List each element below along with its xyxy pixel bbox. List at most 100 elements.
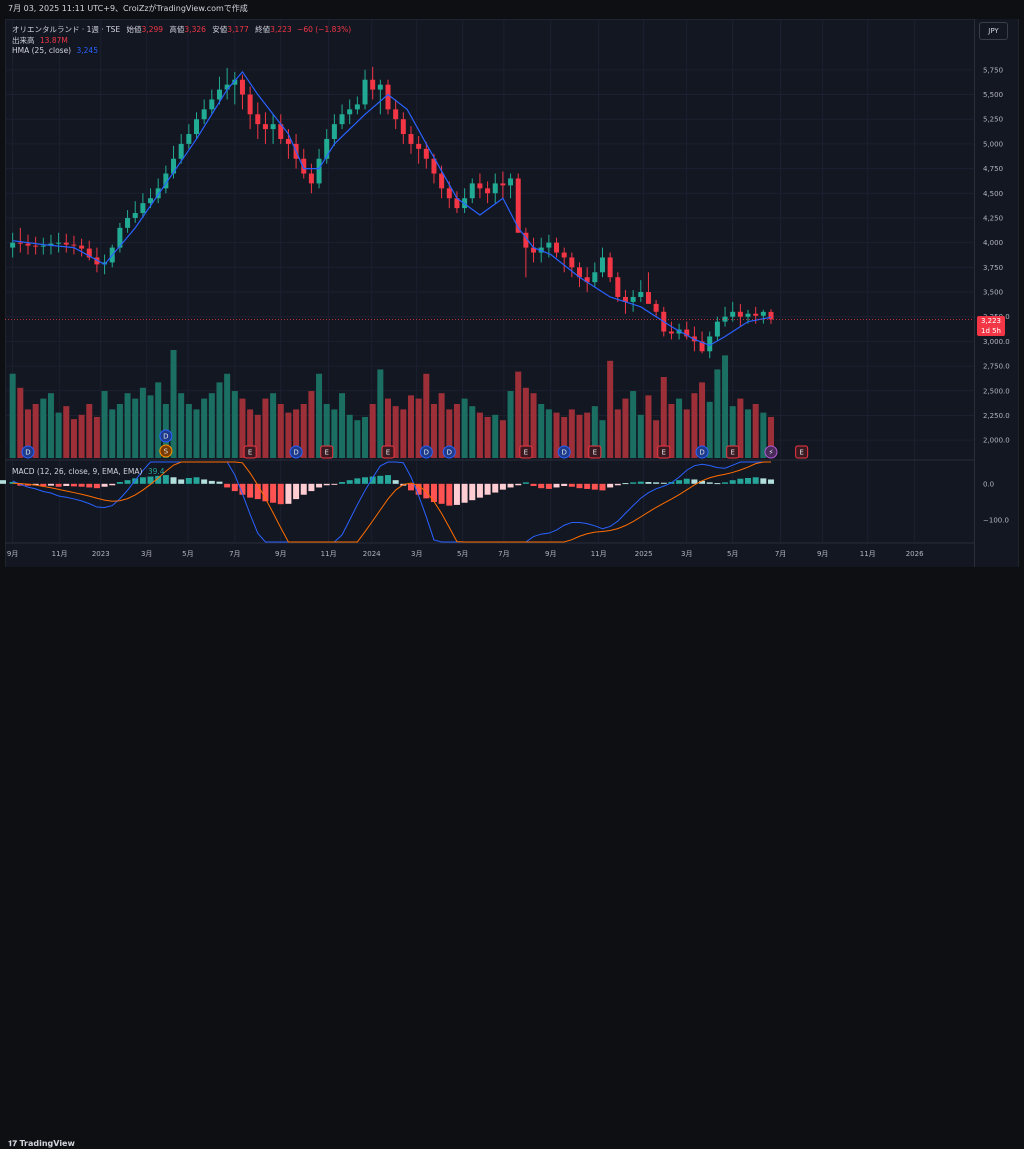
candle-body [630, 296, 636, 302]
price-tick-label: 2,000.0 [983, 437, 1010, 445]
low-label: 安値 [212, 25, 228, 34]
volume-bar [40, 398, 47, 458]
time-tick-label: 5月 [727, 550, 738, 558]
macd-histogram-bar [93, 483, 100, 489]
tradingview-logo[interactable]: 𝟏𝟕 TradingView [8, 1139, 75, 1149]
event-marker [289, 445, 303, 459]
volume-bar [691, 393, 698, 458]
legend-volume-row[interactable]: 出来高 13.87M [12, 35, 68, 46]
event-marker [442, 445, 456, 459]
time-tick-label: 2025 [635, 550, 653, 558]
macd-histogram-bar [553, 483, 560, 488]
signal-line [12, 461, 772, 543]
high-value: 3,326 [184, 25, 206, 34]
macd-histogram-bar [752, 477, 759, 484]
candle-body [102, 262, 108, 265]
candle-body [615, 277, 621, 297]
event-marker-label: D [699, 449, 704, 457]
event-marker-label: S [164, 448, 169, 456]
macd-histogram-bar [645, 482, 652, 484]
volume-bar [17, 387, 24, 458]
open-label: 始値 [126, 25, 142, 34]
candle-body [148, 198, 154, 204]
event-marker-label: D [163, 433, 168, 441]
candle-body [753, 313, 759, 316]
macd-label: MACD (12, 26, close, 9, EMA, EMA) [12, 467, 143, 476]
chart-svg[interactable]: DDS E D E E D D E D E E D E ⚡ E 2,000.02,250.02,500.02… [0, 0, 1024, 587]
event-marker [557, 445, 571, 459]
candle-body [201, 109, 207, 120]
time-tick-label: 2024 [363, 550, 381, 558]
event-marker-label: D [561, 449, 566, 457]
macd-histogram-bar [40, 483, 47, 486]
macd-histogram-bar [584, 483, 591, 489]
candle-body [768, 311, 774, 320]
volume-bar [706, 401, 713, 458]
time-tick-label: 2026 [906, 550, 924, 558]
candle-body [385, 84, 391, 110]
candle-body [171, 158, 177, 174]
candle-body [561, 252, 567, 258]
currency-button[interactable]: JPY [979, 22, 1008, 40]
volume-bar [760, 412, 767, 458]
volume-bar [676, 398, 683, 458]
volume-bar [308, 391, 315, 458]
volume-bar [430, 404, 437, 458]
price-tick-label: 2,750.0 [983, 363, 1010, 371]
volume-bar [568, 409, 575, 458]
price-tick-label: 2,500.0 [983, 387, 1010, 395]
chart-frame[interactable] [5, 19, 1019, 569]
time-tick-label: 9月 [7, 550, 18, 558]
macd-histogram-bar [683, 478, 690, 484]
candle-body [730, 311, 736, 317]
volume-bar [553, 412, 560, 458]
macd-histogram-bar [385, 475, 392, 484]
macd-histogram-bar [201, 479, 208, 484]
volume-bar [461, 398, 468, 458]
event-marker [657, 445, 671, 459]
legend-macd-row[interactable]: MACD (12, 26, close, 9, EMA, EMA) 39.4 [12, 467, 165, 476]
volume-bar [507, 391, 514, 458]
candle-body [446, 188, 452, 199]
price-tick-label: 4,250 [983, 214, 1003, 222]
macd-histogram-bar [86, 483, 93, 488]
volume-bar [369, 404, 376, 458]
event-marker [764, 445, 778, 459]
volume-bars [9, 350, 775, 458]
macd-histogram-bar [423, 483, 430, 499]
legend-hma-row[interactable]: HMA (25, close) 3,245 [12, 46, 98, 55]
volume-bar [453, 404, 460, 458]
macd-histogram-bar [745, 478, 752, 484]
volume-bar [653, 420, 660, 458]
volume-bar [484, 416, 491, 458]
symbol-name[interactable]: オリエンタルランド · 1週 · TSE [12, 25, 121, 34]
candle-body [255, 114, 261, 125]
time-ticks: 9月 11月 2023 3月 5月 7月 9月 11月 2024 3月 5月 7月 9月 11月 2025 3… [7, 550, 924, 558]
macd-histogram-bar [499, 483, 506, 490]
candle-body [285, 138, 291, 144]
candle-body [33, 245, 39, 247]
event-marker-label: E [248, 449, 252, 457]
macd-histogram-bar [63, 483, 70, 486]
macd-histogram-bar [545, 483, 552, 489]
macd-histogram-bar [461, 483, 468, 503]
macd-histogram-bar [300, 483, 307, 495]
candle-body [653, 303, 659, 312]
price-axis[interactable] [974, 19, 1018, 567]
candle-body [592, 272, 598, 283]
volume-bar [24, 409, 31, 458]
candle-body [668, 331, 674, 334]
candle-body [439, 173, 445, 189]
volume-bar [300, 404, 307, 458]
macd-histogram-bar [308, 483, 315, 492]
time-tick-label: 3月 [681, 550, 692, 558]
macd-histogram-bar [9, 482, 16, 484]
event-marker-label: D [293, 449, 298, 457]
volume-bar [714, 369, 721, 458]
candle-body [56, 242, 62, 244]
volume-bar [32, 404, 39, 458]
candle-body [423, 148, 429, 159]
macd-histogram-bar [722, 482, 729, 484]
macd-histogram-bar [446, 483, 453, 506]
volume-bar [584, 412, 591, 458]
